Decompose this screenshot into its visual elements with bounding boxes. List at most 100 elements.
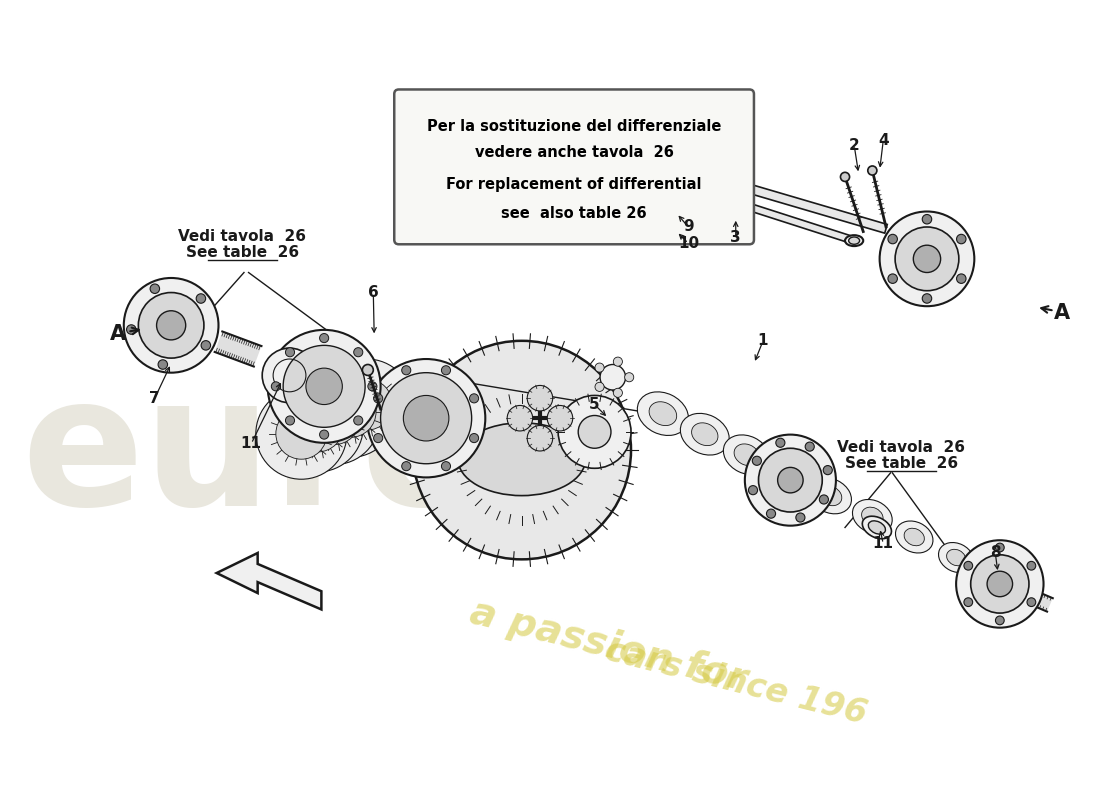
Circle shape [324, 386, 376, 438]
Text: 7: 7 [150, 390, 161, 406]
Circle shape [913, 245, 940, 273]
Text: a passion for: a passion for [465, 593, 750, 698]
Ellipse shape [617, 152, 672, 187]
Circle shape [306, 368, 342, 405]
Ellipse shape [777, 465, 801, 486]
Circle shape [285, 348, 295, 357]
Ellipse shape [734, 444, 759, 466]
Polygon shape [1011, 582, 1053, 612]
Circle shape [341, 379, 393, 430]
Circle shape [752, 456, 761, 466]
Ellipse shape [868, 521, 886, 534]
Circle shape [285, 416, 295, 425]
Circle shape [305, 366, 396, 458]
Circle shape [745, 434, 836, 526]
Text: euro: euro [21, 366, 485, 542]
Text: cars since 196: cars since 196 [602, 634, 870, 731]
Circle shape [614, 388, 623, 398]
Text: For replacement of differential: For replacement of differential [447, 177, 702, 192]
Circle shape [880, 211, 975, 306]
Circle shape [823, 466, 833, 474]
Circle shape [868, 166, 877, 175]
Text: 8: 8 [990, 546, 1001, 561]
Circle shape [267, 330, 381, 443]
Ellipse shape [608, 147, 681, 192]
Circle shape [374, 434, 383, 442]
Text: See table  26: See table 26 [845, 456, 958, 471]
Ellipse shape [724, 435, 770, 474]
Circle shape [320, 334, 329, 342]
Circle shape [374, 394, 383, 403]
Circle shape [321, 359, 412, 450]
Ellipse shape [852, 499, 892, 534]
Ellipse shape [713, 186, 722, 210]
Circle shape [795, 513, 805, 522]
Ellipse shape [895, 521, 933, 553]
Circle shape [470, 394, 478, 403]
Circle shape [888, 234, 898, 244]
Polygon shape [214, 331, 262, 366]
Ellipse shape [849, 237, 859, 244]
Ellipse shape [810, 478, 851, 514]
Polygon shape [541, 114, 603, 154]
Text: vedere anche tavola  26: vedere anche tavola 26 [475, 145, 673, 160]
Ellipse shape [680, 414, 729, 455]
Circle shape [895, 227, 959, 290]
Text: see  also table 26: see also table 26 [502, 206, 647, 221]
Ellipse shape [861, 507, 883, 526]
Text: 4: 4 [878, 133, 889, 148]
Polygon shape [726, 196, 855, 244]
Circle shape [156, 310, 186, 340]
Ellipse shape [649, 402, 676, 426]
Circle shape [595, 363, 604, 372]
Circle shape [558, 395, 631, 468]
Circle shape [158, 360, 167, 370]
Ellipse shape [458, 422, 585, 496]
Circle shape [547, 406, 573, 431]
Circle shape [402, 366, 410, 375]
Ellipse shape [692, 423, 718, 446]
Circle shape [309, 394, 360, 445]
Ellipse shape [727, 194, 736, 215]
Circle shape [595, 382, 604, 391]
Circle shape [272, 381, 363, 472]
Circle shape [957, 234, 966, 244]
Circle shape [272, 382, 280, 391]
FancyBboxPatch shape [394, 90, 754, 244]
Circle shape [367, 382, 377, 391]
Circle shape [441, 462, 451, 470]
Circle shape [507, 406, 532, 431]
Text: Vedi tavola  26: Vedi tavola 26 [837, 440, 966, 455]
Circle shape [354, 348, 363, 357]
Text: A: A [1054, 303, 1070, 323]
Circle shape [805, 442, 814, 451]
Circle shape [840, 172, 849, 182]
Ellipse shape [862, 516, 891, 538]
Circle shape [404, 395, 449, 441]
Ellipse shape [820, 486, 842, 506]
Circle shape [776, 438, 785, 447]
Ellipse shape [685, 170, 695, 200]
Ellipse shape [938, 542, 974, 573]
Circle shape [922, 294, 932, 303]
Text: 10: 10 [678, 236, 698, 251]
Circle shape [126, 325, 136, 334]
Circle shape [987, 571, 1013, 597]
Ellipse shape [631, 161, 658, 178]
Circle shape [579, 415, 610, 448]
Circle shape [820, 495, 828, 504]
Circle shape [124, 278, 219, 373]
Circle shape [402, 462, 410, 470]
Circle shape [614, 357, 623, 366]
Ellipse shape [947, 550, 966, 566]
Circle shape [922, 214, 932, 224]
Text: 9: 9 [683, 219, 694, 234]
Circle shape [381, 373, 472, 464]
Text: Vedi tavola  26: Vedi tavola 26 [178, 229, 306, 243]
Circle shape [201, 341, 210, 350]
Polygon shape [217, 553, 321, 610]
Text: Per la sostituzione del differenziale: Per la sostituzione del differenziale [427, 118, 722, 134]
Ellipse shape [672, 162, 681, 195]
Text: 5: 5 [590, 397, 600, 412]
Text: 11: 11 [872, 536, 894, 551]
